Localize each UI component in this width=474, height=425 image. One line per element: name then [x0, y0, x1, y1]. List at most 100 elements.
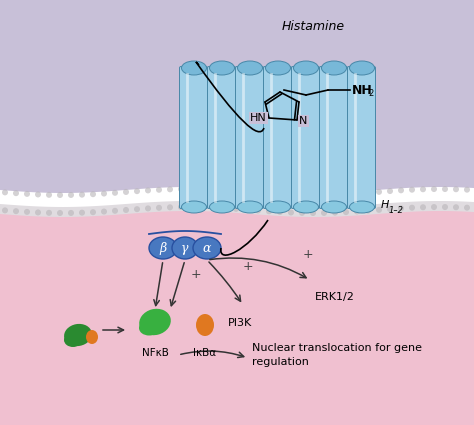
Text: α: α	[203, 241, 211, 255]
Ellipse shape	[139, 309, 171, 335]
Polygon shape	[0, 187, 474, 206]
Circle shape	[211, 204, 217, 211]
Circle shape	[211, 187, 217, 193]
Circle shape	[288, 192, 294, 198]
Text: H: H	[381, 200, 389, 210]
Circle shape	[79, 210, 85, 215]
Circle shape	[431, 204, 437, 210]
Text: β: β	[159, 241, 167, 255]
Circle shape	[57, 210, 63, 216]
Circle shape	[244, 207, 250, 212]
Circle shape	[321, 192, 327, 198]
Text: Nuclear translocation for gene
regulation: Nuclear translocation for gene regulatio…	[252, 343, 422, 367]
Ellipse shape	[86, 330, 98, 344]
Text: 1–2: 1–2	[389, 206, 404, 215]
Circle shape	[376, 189, 382, 195]
Text: +: +	[243, 260, 253, 273]
Ellipse shape	[349, 61, 374, 75]
Ellipse shape	[172, 237, 198, 259]
Text: N: N	[299, 116, 307, 126]
Circle shape	[310, 192, 316, 198]
FancyBboxPatch shape	[180, 66, 208, 209]
Ellipse shape	[321, 61, 346, 75]
Circle shape	[2, 190, 8, 196]
Circle shape	[255, 190, 261, 196]
Circle shape	[288, 210, 294, 215]
Circle shape	[277, 209, 283, 215]
Text: IκBα: IκBα	[193, 348, 217, 358]
Circle shape	[24, 209, 30, 215]
Circle shape	[398, 205, 404, 211]
Circle shape	[68, 192, 74, 198]
Circle shape	[431, 186, 437, 192]
Circle shape	[200, 186, 206, 192]
Circle shape	[464, 205, 470, 211]
Ellipse shape	[64, 333, 82, 347]
Circle shape	[420, 204, 426, 210]
Circle shape	[123, 189, 129, 195]
Circle shape	[398, 187, 404, 193]
Ellipse shape	[182, 201, 207, 213]
Circle shape	[387, 206, 393, 212]
Circle shape	[156, 187, 162, 193]
Circle shape	[453, 204, 459, 210]
Circle shape	[35, 191, 41, 198]
Circle shape	[299, 210, 305, 216]
Circle shape	[222, 205, 228, 211]
Circle shape	[277, 191, 283, 197]
Circle shape	[189, 186, 195, 192]
Circle shape	[442, 186, 448, 192]
Circle shape	[35, 210, 41, 215]
Circle shape	[167, 204, 173, 210]
Ellipse shape	[265, 61, 291, 75]
Circle shape	[299, 192, 305, 198]
Circle shape	[134, 188, 140, 194]
Ellipse shape	[196, 314, 214, 336]
Text: Histamine: Histamine	[282, 20, 345, 33]
Circle shape	[2, 207, 8, 213]
Circle shape	[310, 210, 316, 216]
Circle shape	[442, 204, 448, 210]
Circle shape	[376, 207, 382, 213]
Ellipse shape	[139, 320, 159, 335]
Circle shape	[420, 186, 426, 192]
Circle shape	[134, 206, 140, 212]
Circle shape	[68, 210, 74, 216]
Text: NH: NH	[352, 83, 373, 96]
Circle shape	[79, 192, 85, 198]
Circle shape	[365, 190, 371, 196]
Bar	[0, 0, 474, 195]
Ellipse shape	[210, 61, 235, 75]
Circle shape	[145, 205, 151, 211]
FancyBboxPatch shape	[292, 66, 319, 209]
Ellipse shape	[237, 201, 263, 213]
Circle shape	[112, 208, 118, 214]
Circle shape	[365, 208, 371, 214]
Circle shape	[354, 190, 360, 196]
Circle shape	[200, 204, 206, 210]
Circle shape	[332, 210, 338, 215]
Ellipse shape	[321, 201, 346, 213]
Circle shape	[145, 187, 151, 193]
Circle shape	[46, 210, 52, 216]
Ellipse shape	[237, 61, 263, 75]
Circle shape	[222, 187, 228, 193]
Text: +: +	[191, 268, 201, 281]
Circle shape	[354, 208, 360, 215]
Text: NFκB: NFκB	[142, 348, 168, 358]
Circle shape	[266, 208, 272, 214]
Ellipse shape	[210, 201, 235, 213]
FancyBboxPatch shape	[319, 66, 347, 209]
Circle shape	[13, 190, 19, 196]
Circle shape	[233, 206, 239, 212]
Circle shape	[90, 191, 96, 197]
Polygon shape	[0, 201, 474, 217]
Circle shape	[101, 209, 107, 215]
Ellipse shape	[193, 237, 221, 259]
Circle shape	[178, 204, 184, 210]
Text: HN: HN	[250, 113, 267, 123]
Text: γ: γ	[181, 241, 189, 255]
Circle shape	[90, 209, 96, 215]
Circle shape	[156, 205, 162, 211]
Ellipse shape	[265, 201, 291, 213]
